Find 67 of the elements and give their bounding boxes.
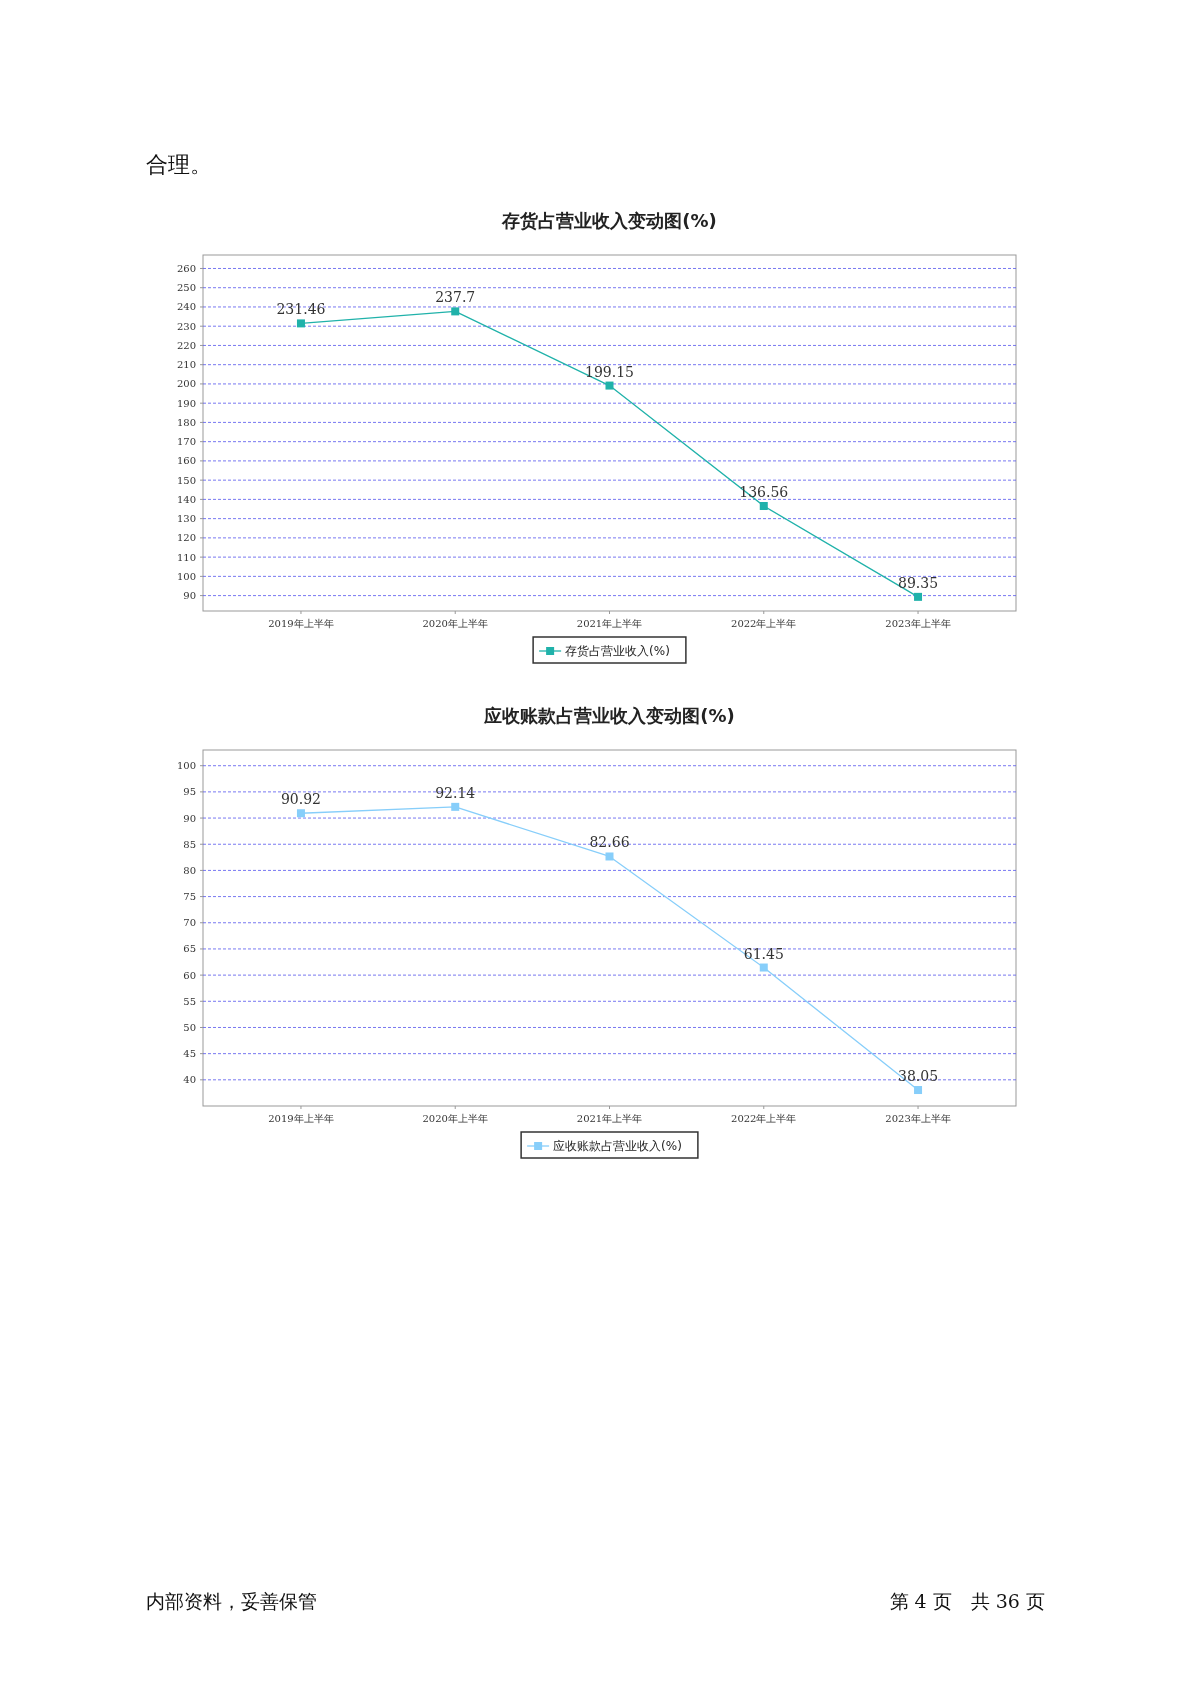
data-label: 199.15 [585,363,634,380]
point [759,963,768,972]
y-tick-label: 190 [176,397,196,409]
y-tick-label: 220 [176,339,196,351]
x-tick-label: 2019年上半年 [268,618,334,629]
y-tick-label: 90 [183,812,196,824]
point [296,809,305,818]
data-label: 89.35 [897,574,939,591]
data-label: 237.7 [435,289,476,306]
data-label: 38.05 [897,1068,939,1085]
y-tick-label: 250 [176,282,196,294]
chart-title: 应收账款占营业收入变动图(%) [483,705,735,726]
y-tick-label: 260 [176,262,196,274]
x-tick-label: 2022年上半年 [731,1113,797,1124]
y-tick-label: 110 [176,551,196,563]
x-tick-label: 2020年上半年 [422,1113,488,1124]
y-tick-label: 75 [183,891,196,903]
point [605,852,614,861]
x-tick-label: 2021年上半年 [576,1113,643,1124]
y-tick-label: 120 [176,532,196,544]
text: 合理。 [146,152,212,177]
data-label: 61.45 [743,945,784,962]
point [296,319,305,328]
text: 第 4 页 共 36 页 [889,1590,1045,1612]
y-tick-label: 100 [176,570,196,582]
y-tick-label: 150 [176,474,196,486]
y-tick-label: 230 [176,320,196,332]
y-tick-label: 200 [176,378,196,390]
point [914,1086,923,1095]
legend-label: 存货占营业收入(%) [565,644,670,658]
point [451,307,460,316]
y-tick-label: 45 [183,1048,196,1060]
point [914,592,923,601]
y-tick-label: 70 [183,917,196,929]
y-tick-label: 60 [183,969,196,981]
y-tick-label: 65 [183,943,196,955]
x-tick-label: 2023年上半年 [885,1113,951,1124]
x-tick-label: 2020年上半年 [422,618,488,629]
y-tick-label: 85 [183,838,196,850]
y-tick-label: 55 [183,995,196,1007]
data-label: 92.14 [435,784,476,801]
y-tick-label: 160 [176,455,196,467]
x-tick-label: 2019年上半年 [268,1113,334,1124]
y-tick-label: 50 [183,1021,196,1033]
data-label: 90.92 [280,791,322,808]
data-label: 82.66 [589,834,630,851]
y-tick-label: 180 [176,416,196,428]
legend-label: 应收账款占营业收入(%) [553,1139,682,1153]
y-tick-label: 240 [176,301,196,313]
y-tick-label: 80 [183,864,196,876]
x-tick-label: 2022年上半年 [731,618,797,629]
y-tick-label: 100 [176,760,196,772]
y-tick-label: 140 [176,493,196,505]
x-tick-label: 2023年上半年 [885,618,951,629]
x-tick-label: 2021年上半年 [576,618,643,629]
data-label: 231.46 [276,301,326,318]
y-tick-label: 210 [176,359,196,371]
chart-title: 存货占营业收入变动图(%) [501,210,717,231]
y-tick-label: 40 [183,1074,196,1086]
y-tick-label: 170 [176,436,196,448]
y-tick-label: 130 [176,513,196,525]
y-tick-label: 95 [183,786,196,798]
point [759,502,768,511]
text: 内部资料，妥善保管 [146,1590,317,1612]
point [451,802,460,811]
point [605,381,614,390]
y-tick-label: 90 [183,590,196,602]
